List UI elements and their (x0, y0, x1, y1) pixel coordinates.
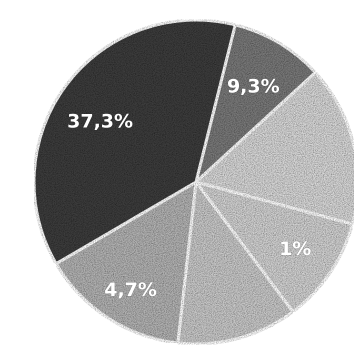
pie-slice-4 (176, 178, 296, 346)
pie-slice-label-6: 37,3% (67, 111, 133, 133)
pie-slice-2 (192, 70, 354, 226)
pie-slice-label-3: 1% (279, 238, 311, 260)
pie-slice-3 (192, 179, 354, 314)
pie-slice-label-1: 9,3% (227, 76, 280, 98)
pie-slice-5 (54, 179, 198, 345)
pie-slice-label-5: 4,7% (104, 279, 157, 301)
labels-layer: 9,3% 1% 4,7% 37,3% (67, 75, 312, 301)
pie-slice-6 (32, 18, 238, 266)
slices-layer (32, 18, 354, 346)
